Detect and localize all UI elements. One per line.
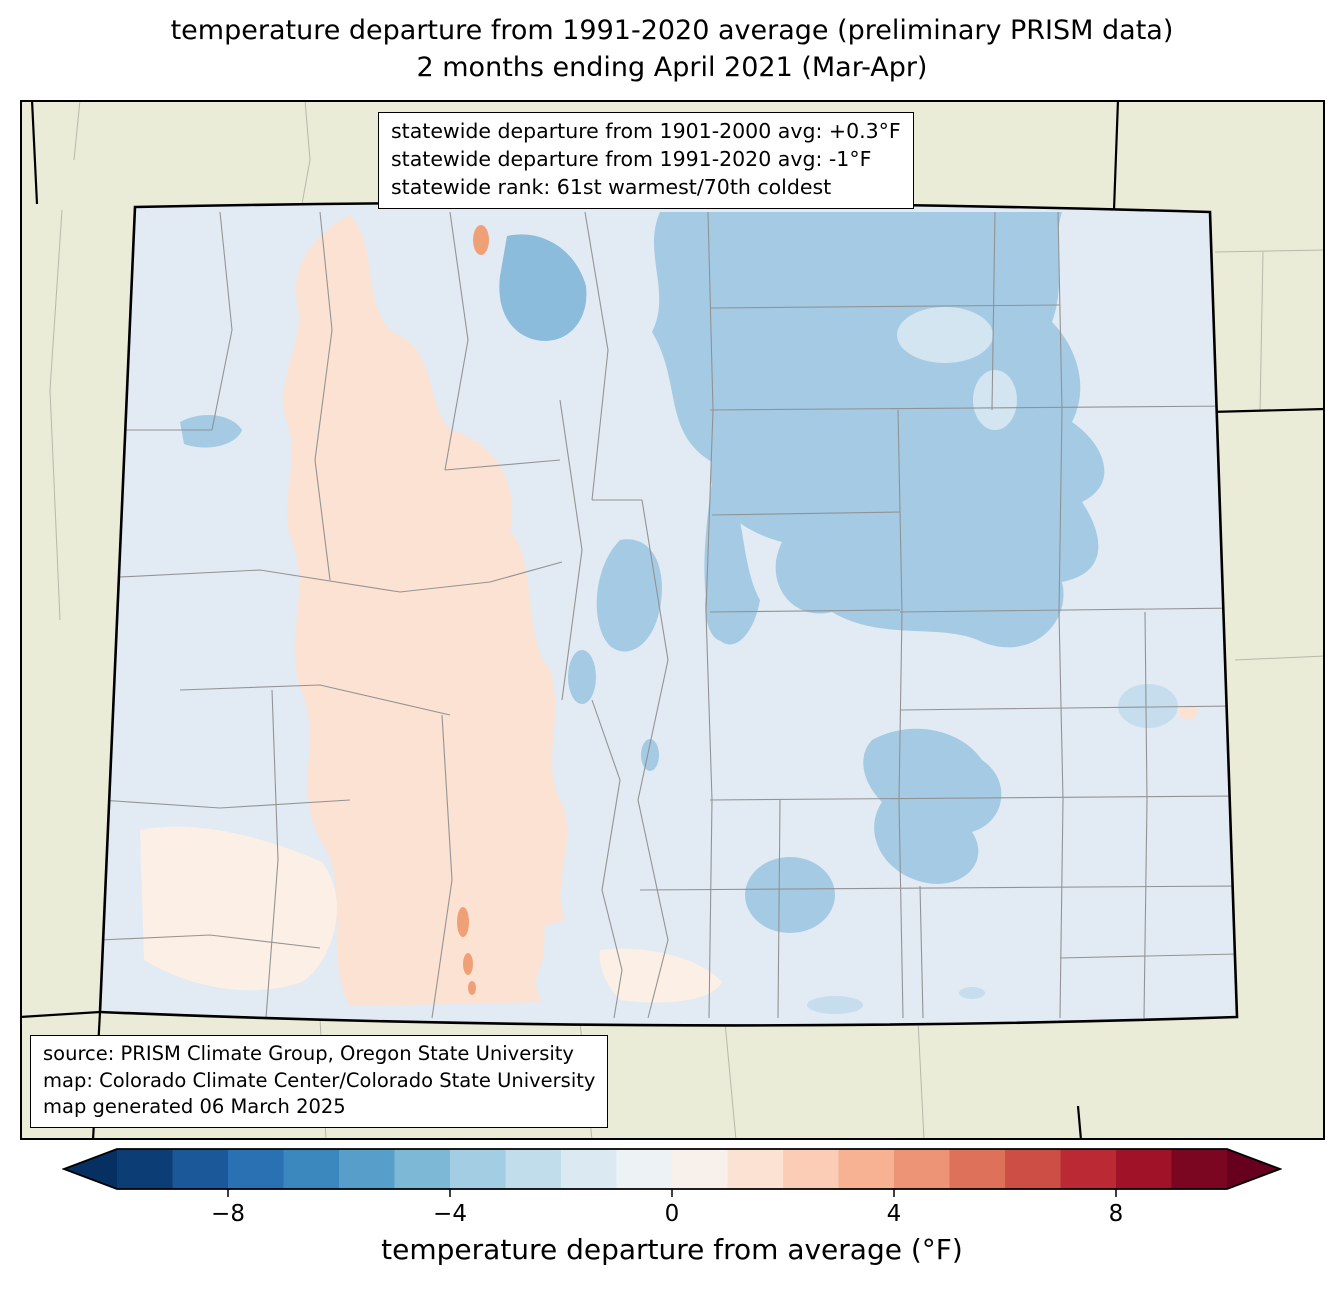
colorbar-segment (228, 1149, 285, 1189)
cool-anomaly-north-central (499, 234, 587, 341)
warm-anomaly-central (432, 430, 568, 940)
colorbar-tick-marks (227, 1189, 1117, 1197)
colorbar-svg (61, 1148, 1283, 1197)
map-frame (20, 100, 1325, 1140)
colorbar-tick-label: −4 (433, 1201, 467, 1227)
colorbar-segment (172, 1149, 229, 1189)
colorbar-segment (1005, 1149, 1062, 1189)
cool-anomaly-bottom (959, 987, 985, 999)
colorbar-segment (783, 1149, 840, 1189)
cool-anomaly-blob (568, 650, 596, 704)
colorbar-segment (672, 1149, 729, 1189)
figure-title: temperature departure from 1991-2020 ave… (0, 12, 1344, 87)
colorbar-segment (838, 1149, 895, 1189)
cool-anomaly-east (863, 728, 1002, 884)
cool-anomaly-blob (705, 569, 739, 641)
stats-line-rank: statewide rank: 61st warmest/70th coldes… (391, 174, 832, 199)
colorbar-segment (616, 1149, 673, 1189)
colorbar-tick-label: 4 (886, 1201, 902, 1227)
cool-anomaly-hole (973, 370, 1017, 430)
warm-spot-east (1178, 705, 1198, 719)
cool-anomaly-hole (897, 307, 993, 363)
colorado-map (20, 100, 1325, 1140)
title-line-2: 2 months ending April 2021 (Mar-Apr) (416, 52, 928, 84)
warm-anomaly-bottom (599, 948, 722, 1003)
colorbar: −8 −4 0 4 8 temperature departure from avera… (61, 1147, 1283, 1292)
county-lines (100, 211, 1237, 1019)
warm-spot (473, 225, 489, 255)
warm-anomaly-southwest (140, 826, 337, 991)
colorbar-segment (339, 1149, 396, 1189)
colorbar-segment (894, 1149, 951, 1189)
source-line: source: PRISM Climate Group, Oregon Stat… (43, 1042, 574, 1066)
cool-anomaly-east-edge (1118, 684, 1178, 728)
colorbar-segment (283, 1149, 340, 1189)
cool-anomaly-bottom (807, 996, 863, 1014)
colorbar-right-arrow (1227, 1149, 1280, 1189)
warm-anomaly-south-central (469, 860, 545, 999)
colorbar-segment (450, 1149, 507, 1189)
colorbar-segment (727, 1149, 784, 1189)
colorbar-tick-label: −8 (211, 1201, 245, 1227)
title-line-1: temperature departure from 1991-2020 ave… (170, 15, 1174, 46)
colorbar-segment (1060, 1149, 1117, 1189)
cool-anomaly-northeast (652, 212, 1105, 648)
colorbar-segment (394, 1149, 451, 1189)
colorbar-segment (949, 1149, 1006, 1189)
cool-anomaly-northwest (180, 415, 242, 448)
warm-spot (468, 981, 476, 995)
colorbar-segment (1116, 1149, 1173, 1189)
colorbar-segment (117, 1149, 174, 1189)
colorbar-segment (1171, 1149, 1228, 1189)
generated-date-line: map generated 06 March 2025 (43, 1095, 346, 1119)
anomaly-patches (140, 212, 1198, 1014)
warm-spot (457, 907, 469, 937)
cool-anomaly-southeast (745, 857, 835, 933)
colorbar-outline (61, 1148, 1283, 1190)
source-box: source: PRISM Climate Group, Oregon Stat… (30, 1035, 609, 1128)
warm-spot (463, 953, 473, 975)
colorbar-left-arrow (64, 1149, 117, 1189)
stats-line-1991-departure: statewide departure from 1991-2020 avg: … (391, 146, 872, 171)
colorbar-segment (505, 1149, 562, 1189)
colorbar-tick-label: 8 (1108, 1201, 1124, 1227)
colorbar-segments (117, 1149, 1228, 1189)
map-credit-line: map: Colorado Climate Center/Colorado St… (43, 1068, 596, 1092)
stats-line-1901-departure: statewide departure from 1901-2000 avg: … (391, 119, 901, 143)
colorbar-tick-label: 0 (664, 1201, 680, 1227)
colorbar-segment (561, 1149, 618, 1189)
colorbar-axis-label: temperature departure from average (°F) (381, 1233, 963, 1266)
map-area: statewide departure from 1901-2000 avg: … (20, 100, 1325, 1140)
stats-box: statewide departure from 1901-2000 avg: … (378, 112, 914, 209)
cool-anomaly-south-park (596, 539, 662, 652)
